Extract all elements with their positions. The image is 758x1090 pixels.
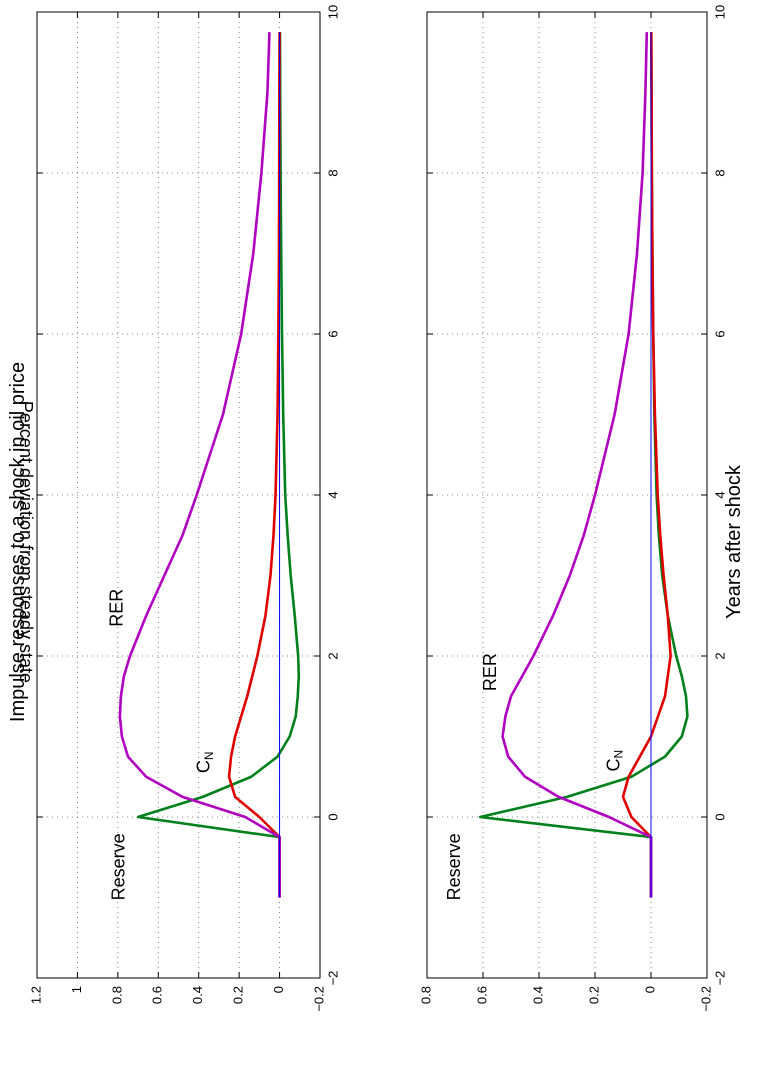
y-tick-label: 0 xyxy=(642,986,657,993)
annotation-subscript: N xyxy=(612,750,626,759)
y-tick-label: 0.4 xyxy=(530,986,545,1004)
x-tick-label: 4 xyxy=(712,491,727,498)
series-line-c-n xyxy=(621,32,672,898)
series-annotation: Reserve xyxy=(444,833,464,900)
y-tick-label: 1.2 xyxy=(28,986,43,1004)
chart-panel-top: −2 0 2 4 6 8 10 −0.2 0 0.2 0.4 0.6 0.8 1 1.2 Reserve RER… xyxy=(28,5,340,1012)
x-tick-label: 4 xyxy=(325,491,340,498)
series-annotation: CN xyxy=(194,751,216,773)
x-tick-label: −2 xyxy=(712,971,727,986)
x-tick-label: 2 xyxy=(325,652,340,659)
x-tick-label: 6 xyxy=(712,330,727,337)
series-line-reserve xyxy=(136,32,301,898)
y-tick-label: 0.2 xyxy=(586,986,601,1004)
series-annotation: CN xyxy=(603,750,625,772)
x-tick-label: 0 xyxy=(712,813,727,820)
series-annotation: RER xyxy=(480,653,500,691)
y-tick-label: 0.2 xyxy=(231,986,246,1004)
y-tick-label: 0.8 xyxy=(109,986,124,1004)
chart-panel-bottom: −2 0 2 4 6 8 10 −0.2 0 0.2 0.4 0.6 0.8 Reserve RER CN xyxy=(418,5,727,1012)
y-axis-label: Percent deviation from steady state xyxy=(16,401,36,683)
y-tick-label: 0.8 xyxy=(418,986,433,1004)
series-annotation: Reserve xyxy=(109,833,129,900)
y-tick-label: 1 xyxy=(69,986,84,993)
x-tick-label: 8 xyxy=(325,169,340,176)
annotation-subscript: N xyxy=(202,751,216,760)
y-tick-label: 0.6 xyxy=(150,986,165,1004)
x-tick-label: 6 xyxy=(325,330,340,337)
series-line-c-n xyxy=(227,32,281,898)
y-tick-label: 0 xyxy=(271,986,286,993)
x-tick-label: 10 xyxy=(712,5,727,19)
y-tick-label: −0.2 xyxy=(311,986,326,1012)
y-tick-label: 0.6 xyxy=(474,986,489,1004)
x-tick-label: 8 xyxy=(712,169,727,176)
x-tick-label: 2 xyxy=(712,652,727,659)
series-line-rer xyxy=(118,32,281,898)
x-tick-label: −2 xyxy=(325,971,340,986)
y-tick-label: 0.4 xyxy=(190,986,205,1004)
x-axis-label: Years after shock xyxy=(723,464,745,619)
series-annotation: RER xyxy=(107,589,127,627)
y-tick-label: −0.2 xyxy=(698,986,713,1012)
x-tick-label: 0 xyxy=(325,813,340,820)
x-tick-label: 10 xyxy=(325,5,340,19)
figure-title: Impulse responses to a shock in oil pric… xyxy=(7,362,29,722)
series-line-rer xyxy=(501,32,653,898)
